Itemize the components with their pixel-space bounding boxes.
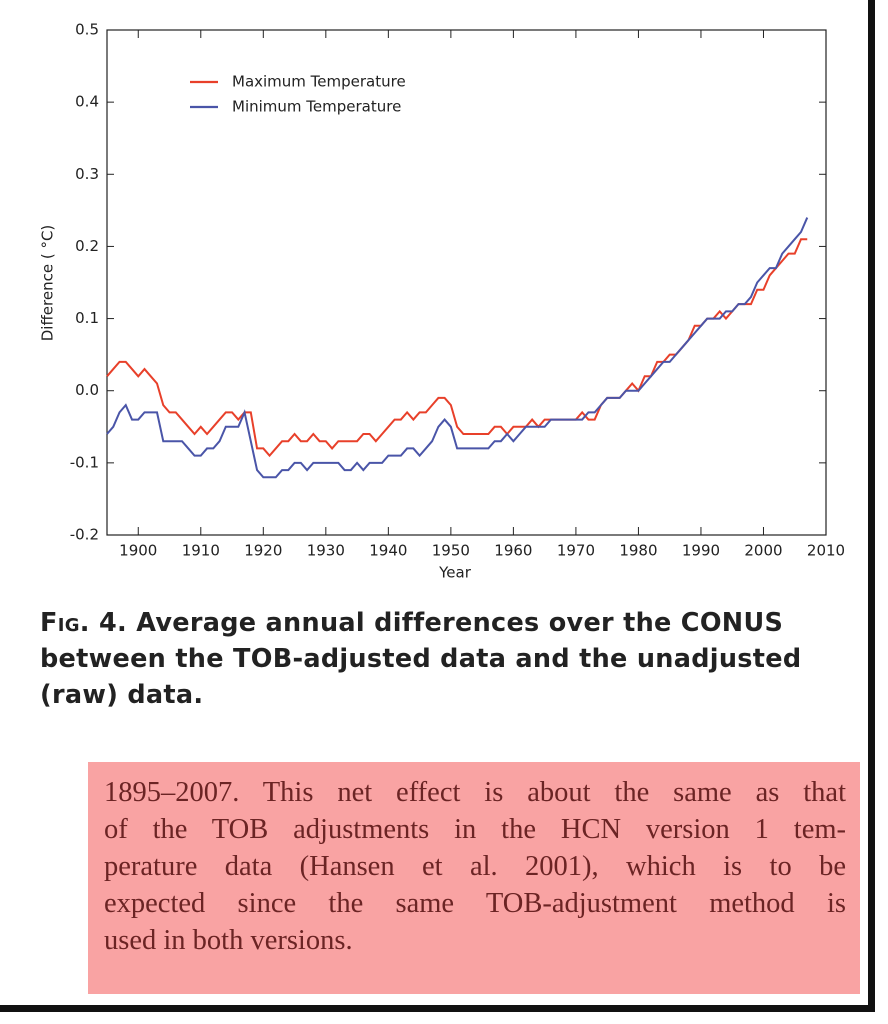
x-axis-label: Year	[438, 564, 472, 582]
caption-line: Average annual differences over the CONU…	[136, 608, 784, 638]
caption-line: (raw) data.	[40, 680, 204, 710]
y-tick-label: -0.1	[70, 453, 99, 471]
x-tick-label: 2010	[807, 542, 845, 560]
x-tick-label: 1940	[369, 542, 407, 560]
highlighted-text: 1895–2007. This net effect is about the …	[88, 762, 860, 994]
text-line: used in both versions.	[104, 925, 353, 956]
x-tick-label: 2000	[744, 542, 782, 560]
y-tick-label: 0.0	[75, 381, 99, 399]
text-line: 1895–2007. This net effect is about the …	[104, 777, 846, 808]
figure-caption: Fig. 4. Average annual differences over …	[40, 605, 852, 713]
data-line	[106, 238, 808, 458]
x-tick-label: 1980	[619, 542, 657, 560]
caption-label: Fig. 4.	[40, 608, 127, 638]
x-tick-label: 1970	[557, 542, 595, 560]
x-tick-label: 1950	[432, 542, 470, 560]
y-tick-label: 0.2	[75, 237, 99, 255]
y-tick-label: 0.5	[75, 21, 99, 39]
text-line: perature data (Hansen et al. 2001), whic…	[104, 851, 846, 882]
plot-frame	[106, 29, 827, 536]
y-tick-label: 0.4	[75, 93, 99, 111]
legend-label: Minimum Temperature	[232, 98, 401, 116]
chart: Year Difference ( °C) 0.5 0.4 0.3 0.2 0.1 0.0…	[39, 21, 846, 582]
caption-line: between the TOB-adjusted data and the un…	[40, 644, 802, 674]
x-tick-label: 1910	[182, 542, 220, 560]
text-line: expected since the same TOB-adjustment m…	[104, 888, 846, 919]
text-line: of the TOB adjustments in the HCN versio…	[104, 814, 846, 845]
data-line	[106, 217, 809, 479]
y-tick-label: 0.1	[75, 309, 99, 327]
y-axis-label: Difference ( °C)	[39, 225, 57, 342]
legend-label: Maximum Temperature	[232, 73, 406, 91]
y-tick-label: -0.2	[70, 526, 99, 544]
x-tick-label: 1920	[244, 542, 282, 560]
y-tick-label: 0.3	[75, 165, 99, 183]
x-tick-label: 1960	[494, 542, 532, 560]
x-tick-label: 1990	[682, 542, 720, 560]
x-tick-label: 1900	[119, 542, 157, 560]
x-tick-label: 1930	[307, 542, 345, 560]
page-frame: Year Difference ( °C) 0.5 0.4 0.3 0.2 0.1 0.0…	[0, 0, 875, 1012]
